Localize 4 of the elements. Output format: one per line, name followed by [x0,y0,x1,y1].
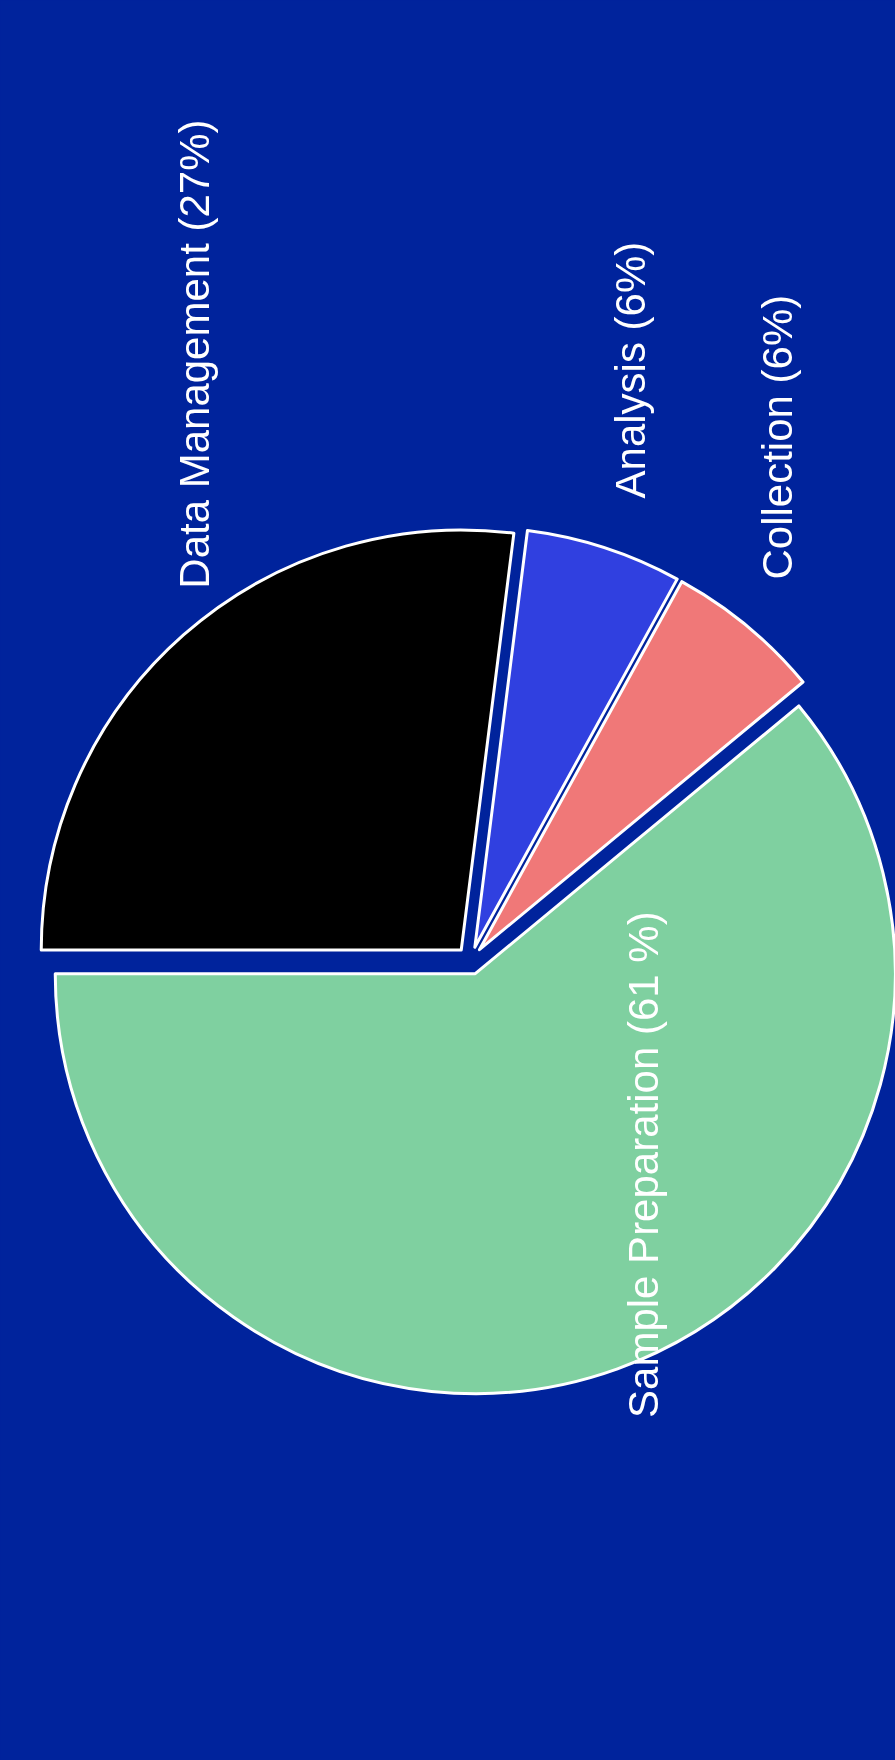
slice-label: Sample Preparation (61 %) [619,910,667,1418]
slice-label: Data Management (27%) [170,118,218,589]
slice-label: Analysis (6%) [606,241,654,498]
slice-label: Collection (6%) [753,294,801,580]
